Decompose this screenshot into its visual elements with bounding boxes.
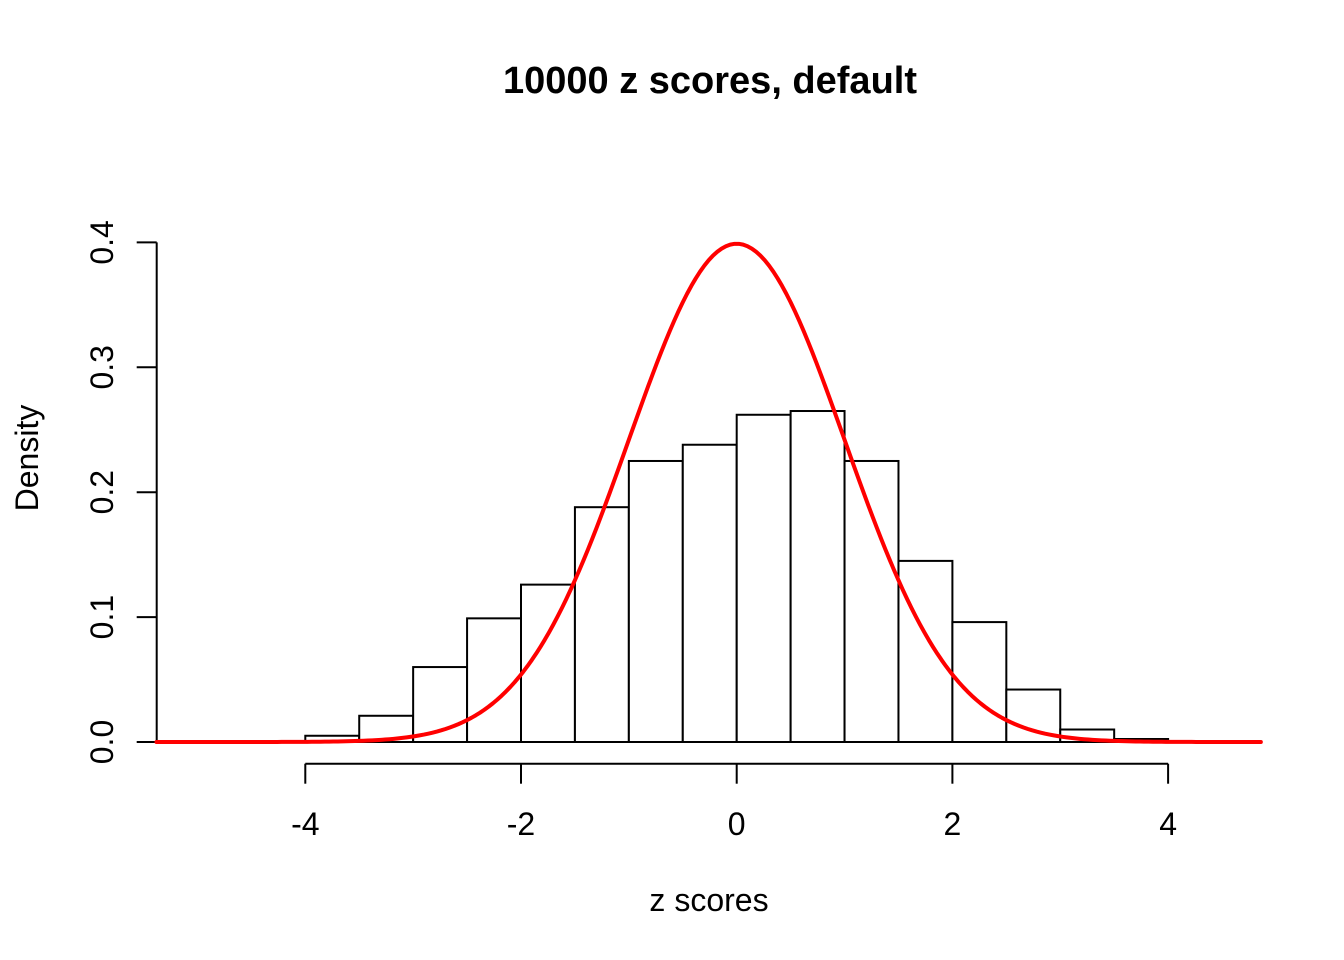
histogram-bar	[681, 443, 738, 743]
x-tick-label: 0	[728, 806, 746, 842]
histogram-bar	[789, 410, 846, 743]
x-axis: -4 -2 0 2 4	[291, 762, 1177, 842]
x-tick-label: -4	[291, 806, 319, 842]
histogram-bar	[951, 621, 1008, 744]
x-tick-label: 2	[944, 806, 962, 842]
chart-title: 10000 z scores, default	[503, 60, 917, 102]
histogram-bar	[466, 617, 523, 743]
density-curve	[154, 241, 1263, 744]
y-tick-label: 0.3	[84, 345, 120, 389]
x-tick-label: 4	[1159, 806, 1177, 842]
y-tick-label: 0.2	[84, 470, 120, 514]
y-tick-label: 0.1	[84, 595, 120, 639]
y-axis-label: Density	[9, 405, 45, 512]
y-tick-label: 0.0	[84, 720, 120, 764]
x-axis-label: z scores	[649, 882, 768, 918]
y-tick-label: 0.4	[84, 220, 120, 264]
histogram-bar	[843, 459, 900, 743]
histogram-bar	[627, 459, 684, 743]
histogram-bar	[573, 506, 630, 743]
x-tick-label: -2	[507, 806, 535, 842]
histogram-bar	[897, 559, 954, 744]
histogram-bars	[304, 410, 1224, 744]
histogram-bar	[735, 413, 792, 743]
y-axis: 0.0 0.1 0.2 0.3 0.4	[84, 220, 158, 764]
